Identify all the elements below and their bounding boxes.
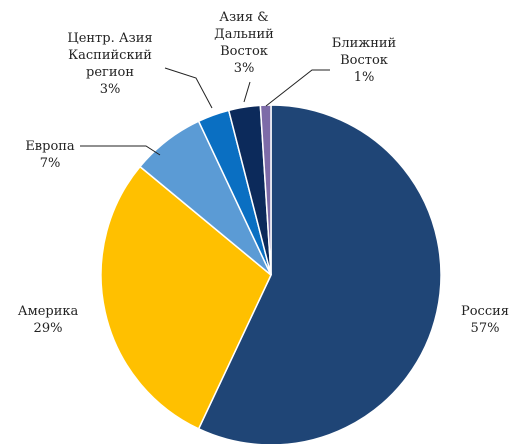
leader-line xyxy=(265,69,330,107)
leader-line xyxy=(164,67,213,109)
slice-name-label: Россия xyxy=(461,304,509,319)
slice-name-label: Центр. Азия xyxy=(67,31,152,46)
slice-name-label: Ближний xyxy=(332,36,396,51)
slice-value-label: 7% xyxy=(40,156,61,171)
slice-label: Европа 7% xyxy=(25,139,75,171)
slice-name-label: Каспийский xyxy=(68,48,152,63)
slice-name-label: Восток xyxy=(220,44,268,59)
slice-name-label: Америка xyxy=(18,304,79,319)
leader-line xyxy=(80,145,161,156)
pie-slices xyxy=(100,104,442,444)
slice-value-label: 3% xyxy=(100,82,121,97)
slice-label: Азия & Дальний Восток 3% xyxy=(214,10,274,76)
pie-slice xyxy=(100,165,272,430)
leader-lines xyxy=(80,67,330,156)
slice-label: Россия 57% xyxy=(461,304,509,336)
slice-value-label: 1% xyxy=(354,70,375,85)
leader-line xyxy=(243,81,251,103)
slice-label: Ближний Восток 1% xyxy=(332,36,396,85)
slice-name-label: Дальний xyxy=(214,27,274,42)
slice-label: Америка 29% xyxy=(18,304,79,336)
slice-labels: Россия 57% Америка 29% Европа 7% Центр. Азия Ка… xyxy=(18,10,509,336)
slice-value-label: 29% xyxy=(34,321,63,336)
slice-name-label: Восток xyxy=(340,53,388,68)
slice-value-label: 57% xyxy=(471,321,500,336)
pie-slice xyxy=(259,104,272,276)
pie-slice xyxy=(197,104,442,444)
slice-value-label: 3% xyxy=(234,61,255,76)
slice-name-label: Азия & xyxy=(219,10,269,25)
slice-label: Центр. Азия Каспийский регион 3% xyxy=(67,31,152,97)
slice-name-label: Европа xyxy=(25,139,75,154)
slice-name-label: регион xyxy=(86,65,134,80)
